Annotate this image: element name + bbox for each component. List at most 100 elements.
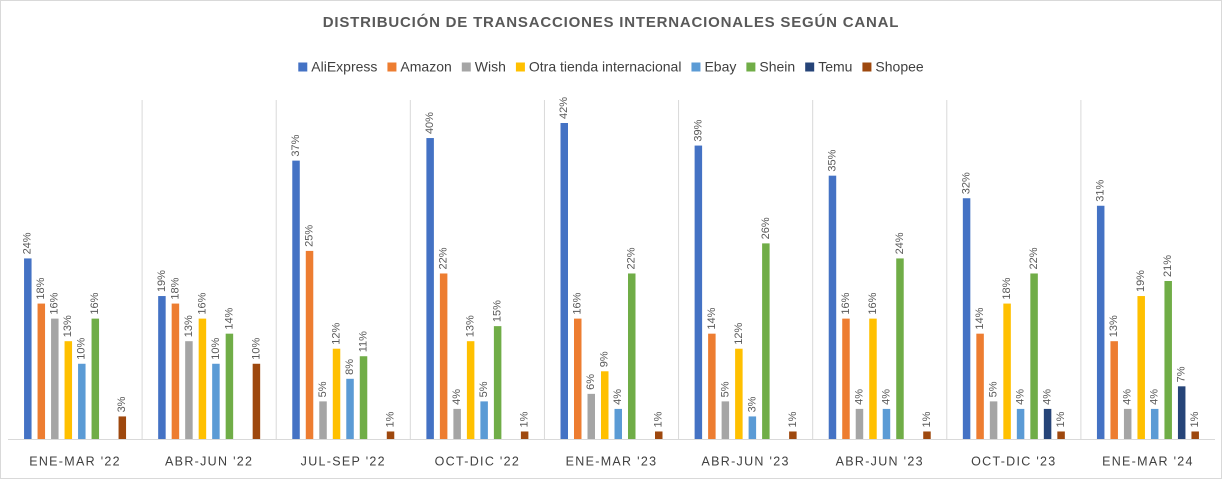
value-label: 9% — [599, 351, 611, 367]
value-label: 15% — [492, 300, 504, 322]
value-label: 12% — [330, 322, 342, 344]
x-tick-label: ENE-MAR '22 — [29, 454, 121, 468]
bar — [560, 123, 568, 439]
bar — [855, 408, 864, 439]
bar — [694, 145, 703, 440]
bar — [185, 341, 193, 439]
bar — [1096, 205, 1105, 439]
bar — [748, 416, 757, 439]
value-label: 19% — [156, 270, 168, 292]
value-label: 4% — [1041, 389, 1053, 405]
value-label: 5% — [478, 381, 490, 397]
value-label: 31% — [1095, 180, 1107, 202]
value-label: 39% — [692, 119, 704, 141]
bar — [1110, 341, 1118, 439]
bar — [1191, 431, 1199, 439]
value-label: 22% — [626, 247, 638, 269]
bar — [78, 363, 86, 439]
value-label: 42% — [558, 97, 570, 119]
legend-swatch — [691, 62, 701, 72]
legend-label: Shopee — [875, 59, 923, 75]
value-label: 22% — [1028, 247, 1040, 269]
bar — [882, 408, 891, 439]
value-label: 4% — [1149, 389, 1161, 405]
value-label: 4% — [853, 389, 865, 405]
value-label: 32% — [960, 172, 972, 194]
chart-title: DISTRIBUCIÓN DE TRANSACCIONES INTERNACIO… — [323, 13, 899, 31]
bar — [158, 296, 166, 439]
bar — [962, 198, 971, 439]
value-label: 10% — [250, 338, 262, 360]
bar — [386, 431, 395, 439]
value-label: 10% — [210, 338, 222, 360]
bar — [91, 318, 100, 439]
legend-label: Otra tienda internacional — [529, 59, 682, 75]
value-label: 1% — [653, 411, 665, 427]
value-label: 24% — [894, 232, 906, 254]
value-label: 14% — [706, 307, 718, 329]
legend-swatch — [387, 62, 397, 72]
x-tick-label: ABR-JUN '22 — [165, 454, 253, 468]
value-label: 21% — [1162, 255, 1174, 277]
bar — [305, 250, 314, 439]
bar — [466, 341, 475, 439]
x-tick-label: OCT-DIC '23 — [971, 454, 1056, 468]
legend-swatch — [746, 62, 756, 72]
bar — [1003, 303, 1011, 439]
bar — [118, 416, 127, 439]
value-label: 1% — [787, 411, 799, 427]
bar — [574, 318, 582, 439]
legend-label: Wish — [475, 59, 506, 75]
value-label: 5% — [719, 381, 731, 397]
bar — [828, 175, 837, 439]
bar — [1030, 273, 1038, 439]
value-label: 16% — [867, 292, 879, 314]
value-label: 37% — [290, 134, 302, 156]
value-label: 1% — [519, 411, 531, 427]
value-label: 6% — [585, 374, 597, 390]
value-label: 14% — [223, 307, 235, 329]
bar — [896, 258, 904, 439]
x-tick-label: JUL-SEP '22 — [301, 454, 386, 468]
bar — [708, 333, 716, 439]
value-label: 18% — [169, 277, 181, 299]
bar — [789, 431, 797, 439]
value-label: 35% — [826, 149, 838, 171]
value-label: 1% — [1189, 411, 1201, 427]
value-label: 16% — [840, 292, 852, 314]
bar — [426, 138, 434, 440]
legend-label: Shein — [759, 59, 795, 75]
bar — [520, 431, 529, 439]
x-tick-label: ABR-JUN '23 — [836, 454, 924, 468]
value-label: 22% — [438, 247, 450, 269]
bar — [1137, 296, 1145, 439]
value-label: 7% — [1176, 366, 1188, 382]
value-label: 13% — [183, 315, 195, 337]
value-label: 16% — [49, 292, 61, 314]
bar — [1057, 431, 1065, 439]
value-label: 4% — [451, 389, 463, 405]
value-label: 18% — [35, 277, 47, 299]
x-tick-label: ENE-MAR '23 — [566, 454, 658, 468]
bar — [319, 401, 327, 439]
bar — [735, 348, 743, 439]
legend-swatch — [805, 62, 815, 72]
bar — [976, 333, 984, 439]
bar — [359, 356, 368, 439]
bar — [51, 318, 59, 439]
bar — [332, 348, 341, 439]
value-label: 13% — [62, 315, 74, 337]
value-label: 4% — [1014, 389, 1026, 405]
value-label: 14% — [974, 307, 986, 329]
x-tick-label: ENE-MAR '24 — [1102, 454, 1194, 468]
bar — [292, 160, 300, 439]
value-label: 4% — [880, 389, 892, 405]
legend-swatch — [298, 62, 308, 72]
bar — [601, 371, 609, 439]
bar — [842, 318, 850, 439]
value-label: 3% — [746, 396, 758, 412]
bar — [1123, 408, 1132, 439]
value-label: 24% — [22, 232, 34, 254]
value-label: 12% — [733, 322, 745, 344]
legend-label: Ebay — [704, 59, 736, 75]
